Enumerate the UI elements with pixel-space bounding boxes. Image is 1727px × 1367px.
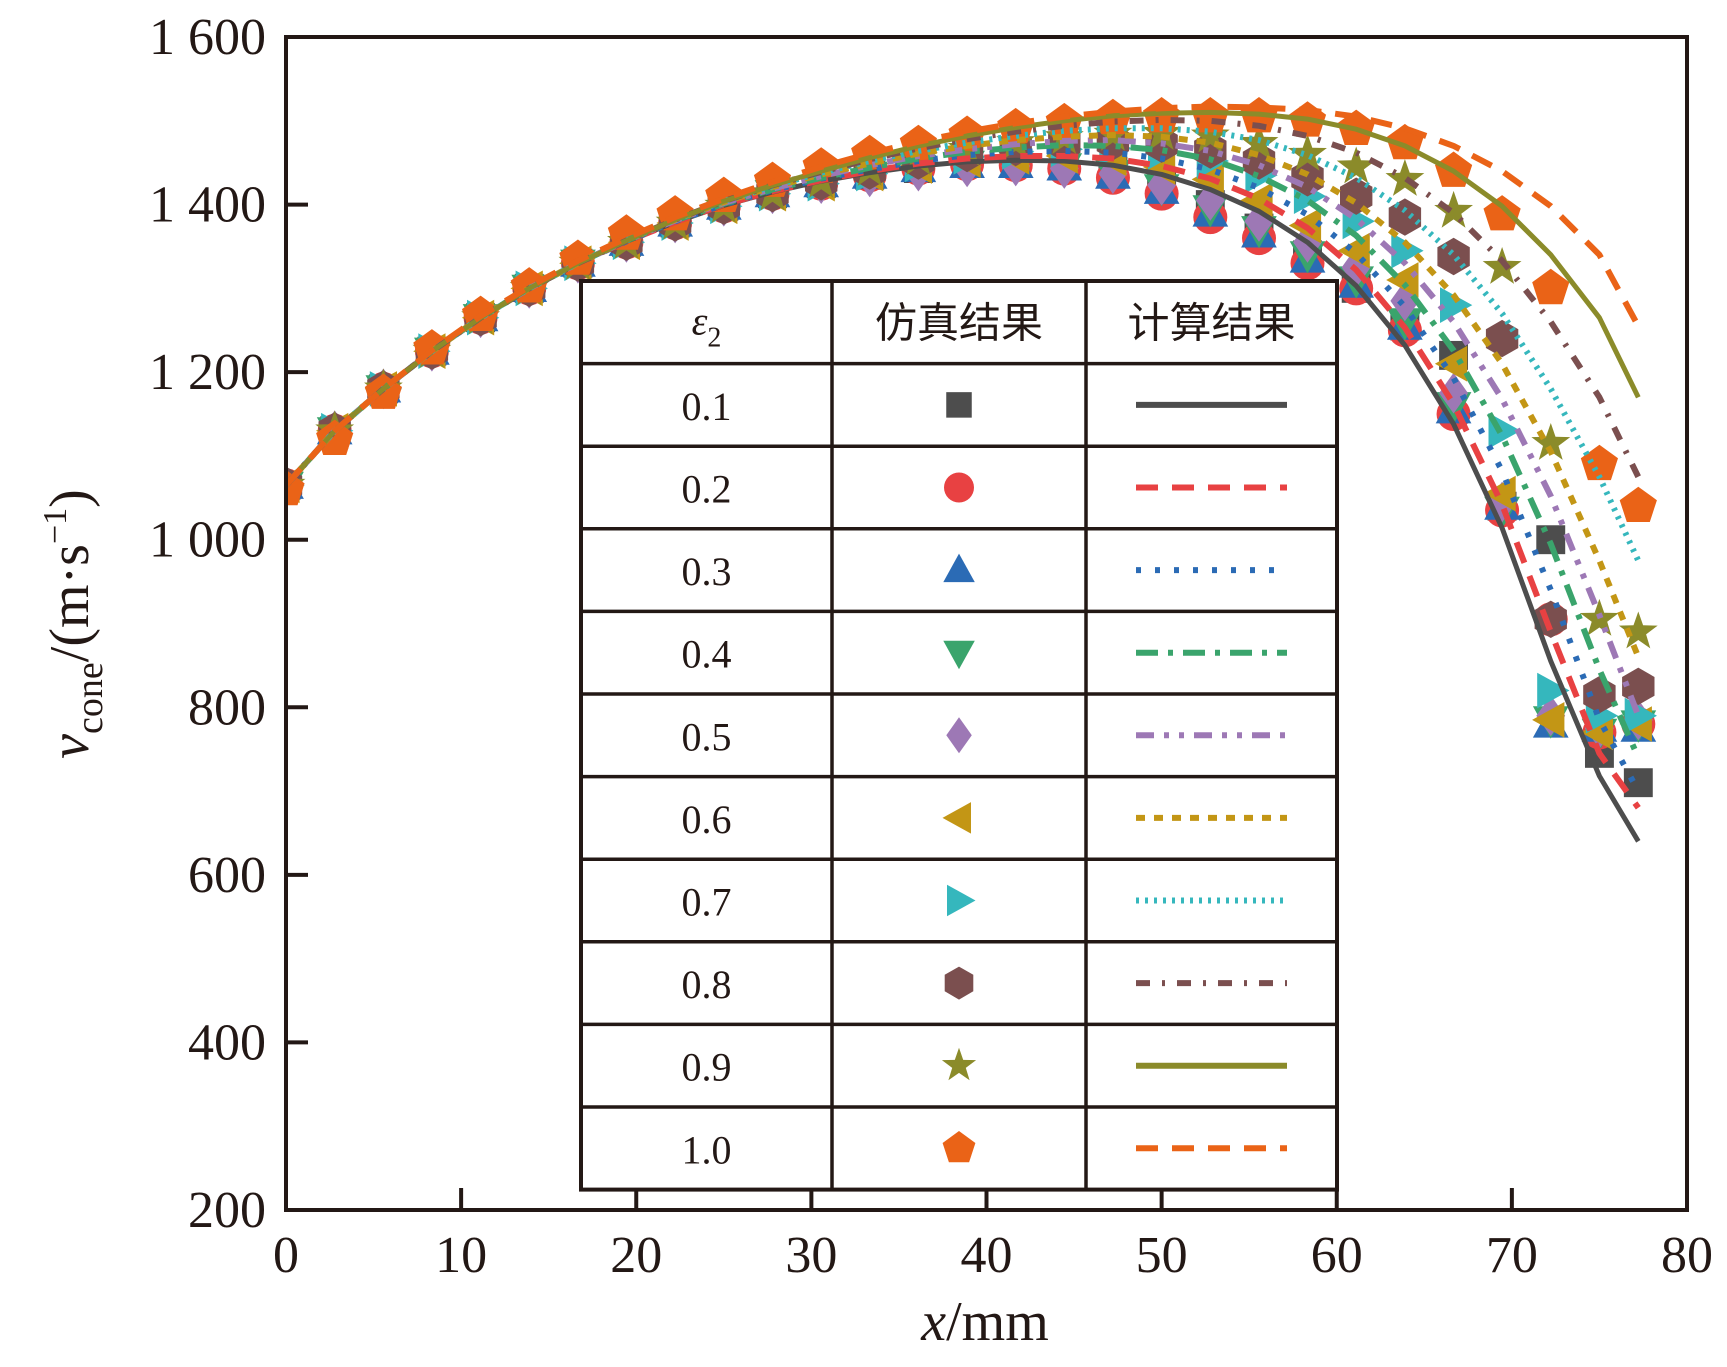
legend-label: 0.9 <box>682 1045 732 1090</box>
x-axis-title: x/mm <box>920 1291 1049 1353</box>
sim-point <box>1195 180 1225 221</box>
y-axis-title-close: ) <box>39 489 101 508</box>
legend-marker-pentagon <box>942 1131 976 1163</box>
legend-marker-square <box>946 392 972 418</box>
x-tick-label: 0 <box>273 1227 299 1284</box>
sim-point <box>1531 423 1571 460</box>
legend-marker-circle <box>944 472 974 503</box>
sim-point <box>1388 198 1422 236</box>
sim-point <box>1190 115 1230 153</box>
y-tick-label: 1 200 <box>149 344 266 401</box>
legend-label: 0.8 <box>682 962 732 1007</box>
x-axis-title-var: x <box>920 1291 946 1353</box>
legend-marker-diamond <box>946 717 972 754</box>
y-axis: 200 400 600 800 1 000 1 200 1 400 1 600 <box>149 9 308 1239</box>
sim-point <box>1622 667 1655 705</box>
sim-point <box>1619 486 1657 522</box>
y-axis-title: vcone/(m·s−1) <box>37 489 111 759</box>
y-tick-label: 200 <box>188 1182 266 1239</box>
legend-header-calculation: 计算结果 <box>1127 298 1295 347</box>
x-tick-label: 10 <box>435 1227 487 1284</box>
x-tick-label: 40 <box>961 1227 1013 1284</box>
x-tick-label: 80 <box>1661 1227 1713 1284</box>
sim-point <box>1434 345 1468 382</box>
x-axis: 0 10 20 30 40 50 60 70 80 <box>273 1188 1713 1284</box>
sim-point <box>1485 319 1519 358</box>
sim-point <box>1385 159 1425 196</box>
y-axis-title-sup: −1 <box>37 508 74 544</box>
legend-header-epsilon: ε2 <box>692 298 722 353</box>
x-tick-label: 60 <box>1311 1227 1363 1284</box>
sim-point <box>1440 287 1473 323</box>
y-axis-title-var: v <box>39 734 101 759</box>
x-tick-label: 30 <box>785 1227 837 1284</box>
sim-point <box>1532 702 1565 738</box>
legend-label: 0.7 <box>682 880 732 925</box>
sim-point <box>1537 672 1570 709</box>
y-tick-label: 1 600 <box>149 9 266 66</box>
legend-label: 0.3 <box>682 549 732 594</box>
sim-point <box>1580 444 1618 481</box>
legend-marker-star <box>941 1047 977 1081</box>
sim-point <box>1336 146 1376 184</box>
y-tick-label: 800 <box>188 679 266 736</box>
x-tick-label: 50 <box>1136 1227 1188 1284</box>
series-layer <box>286 97 1658 843</box>
sim-point <box>1240 182 1273 219</box>
sim-point <box>1391 232 1424 269</box>
y-tick-label: 600 <box>188 847 266 904</box>
y-tick-label: 400 <box>188 1014 266 1071</box>
legend-marker-triangle-right <box>947 884 976 917</box>
legend-marker-hexagon <box>944 966 974 1000</box>
sim-point <box>316 419 354 455</box>
calc-line-1.0 <box>286 103 1641 488</box>
sim-point <box>1288 133 1327 171</box>
y-axis-title-sub: cone <box>69 662 111 734</box>
sim-point <box>1437 237 1470 276</box>
sim-point <box>1623 768 1653 798</box>
sim-point <box>1291 159 1324 197</box>
sim-point <box>948 115 986 151</box>
legend-label: 0.1 <box>682 384 732 429</box>
sim-point <box>1618 611 1658 649</box>
sim-point <box>1340 177 1373 215</box>
legend-label: 0.5 <box>682 714 732 759</box>
legend-label: 1.0 <box>682 1127 732 1172</box>
sim-point <box>1439 372 1468 414</box>
legend-marker-triangle-down <box>943 640 975 670</box>
y-axis-title-unit: /(m·s <box>39 544 101 662</box>
sim-point <box>1434 190 1473 228</box>
y-tick-label: 1 000 <box>149 512 266 569</box>
x-tick-label: 20 <box>610 1227 662 1284</box>
legend-marker-triangle-left <box>942 802 971 834</box>
legend-label: 0.6 <box>682 797 732 842</box>
sim-point <box>1532 268 1570 305</box>
legend: ε2 仿真结果 计算结果 0.1 0.2 0.3 0.4 0.5 0.6 0.7 0.8 0.9 1.0 <box>579 279 1339 1192</box>
legend-marker-triangle-up <box>943 553 975 583</box>
legend-label: 0.4 <box>682 632 732 677</box>
legend-header-simulation: 仿真结果 <box>875 298 1043 347</box>
legend-label: 0.2 <box>682 467 732 512</box>
sim-point <box>1483 195 1521 231</box>
y-tick-label: 1 400 <box>149 177 266 234</box>
sim-point <box>1386 262 1419 298</box>
x-axis-title-unit: /mm <box>946 1291 1049 1353</box>
x-tick-label: 70 <box>1486 1227 1538 1284</box>
sim-point <box>1580 714 1613 751</box>
